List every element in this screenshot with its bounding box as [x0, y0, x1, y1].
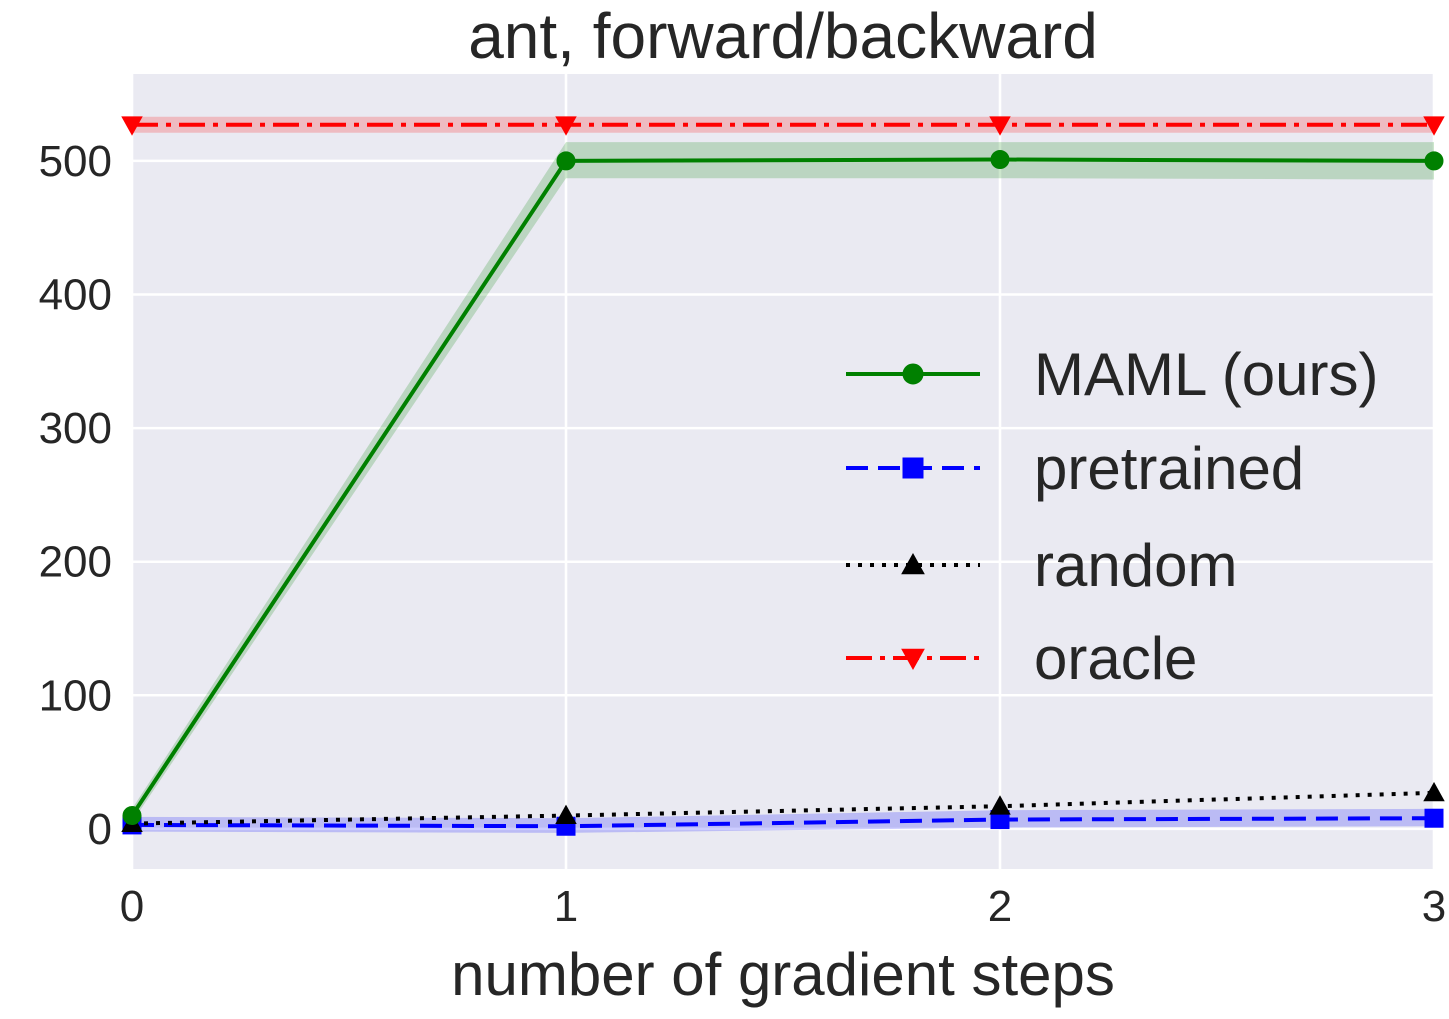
y-tick-labels: 0 100 200 300 400 500 — [39, 137, 112, 854]
y-tick-label: 400 — [39, 270, 112, 319]
x-tick-label: 2 — [988, 882, 1012, 931]
x-tick-label: 3 — [1422, 882, 1446, 931]
y-tick-label: 100 — [39, 671, 112, 720]
y-tick-label: 0 — [88, 805, 112, 854]
legend-maml-ours-marker — [903, 364, 923, 384]
x-tick-label: 0 — [120, 882, 144, 931]
y-tick-label: 200 — [39, 538, 112, 587]
x-tick-labels: 0 1 2 3 — [120, 882, 1446, 931]
y-tick-label: 500 — [39, 137, 112, 186]
maml-ours-point — [1425, 152, 1443, 170]
legend-oracle-label: oracle — [1034, 625, 1197, 692]
legend-pretrained-marker — [903, 458, 923, 478]
pretrained-point — [1425, 809, 1443, 827]
maml-ours-point — [123, 807, 141, 825]
legend-random-label: random — [1034, 532, 1237, 599]
maml-ours-point — [557, 152, 575, 170]
x-axis-label: number of gradient steps — [451, 941, 1115, 1008]
legend-pretrained-label: pretrained — [1034, 435, 1304, 502]
chart-title: ant, forward/backward — [468, 0, 1098, 72]
y-tick-label: 300 — [39, 404, 112, 453]
maml-ours-point — [991, 151, 1009, 169]
x-tick-label: 1 — [554, 882, 578, 931]
legend-maml-ours-label: MAML (ours) — [1034, 341, 1378, 408]
